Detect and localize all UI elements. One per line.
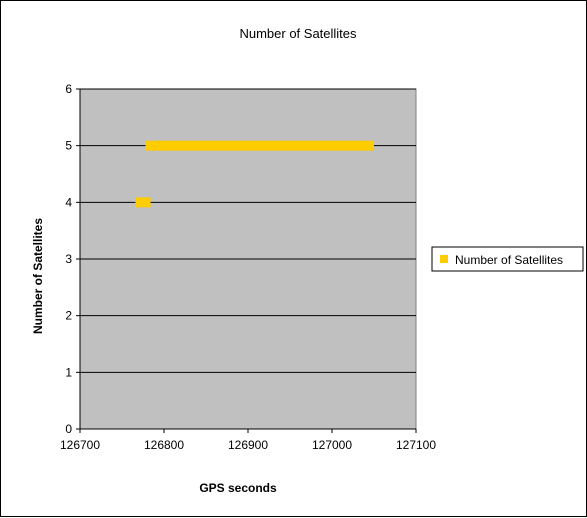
y-tick-label-6: 6	[65, 82, 72, 96]
data-run-0-1	[145, 140, 374, 151]
y-tick-label-4: 4	[65, 195, 72, 209]
y-tick-label-2: 2	[65, 309, 72, 323]
y-tick-label-3: 3	[65, 252, 72, 266]
series-marks	[135, 140, 374, 208]
legend-label-number-of-satellites: Number of Satellites	[455, 253, 563, 267]
data-run-0-0	[135, 197, 151, 208]
legend-box	[431, 246, 584, 272]
y-tick-label-1: 1	[65, 365, 72, 379]
x-tick-label-127100: 127100	[396, 438, 436, 452]
y-tick-label-5: 5	[65, 139, 72, 153]
x-axis-label: GPS seconds	[199, 481, 277, 495]
y-axis-label: Number of Satellites	[31, 218, 45, 334]
x-axis: 126700 126800 126900 127000 127100	[60, 428, 436, 452]
x-tick-label-126700: 126700	[60, 438, 100, 452]
x-tick-label-126900: 126900	[228, 438, 268, 452]
legend-swatch-number-of-satellites	[440, 255, 448, 263]
legend: Number of Satellites	[431, 246, 584, 272]
y-axis: 0 1 2 3 4 5 6	[65, 82, 81, 436]
x-tick-label-126800: 126800	[144, 438, 184, 452]
chart-title: Number of Satellites	[239, 26, 357, 41]
y-tick-label-0: 0	[65, 422, 72, 436]
x-tick-label-127000: 127000	[312, 438, 352, 452]
